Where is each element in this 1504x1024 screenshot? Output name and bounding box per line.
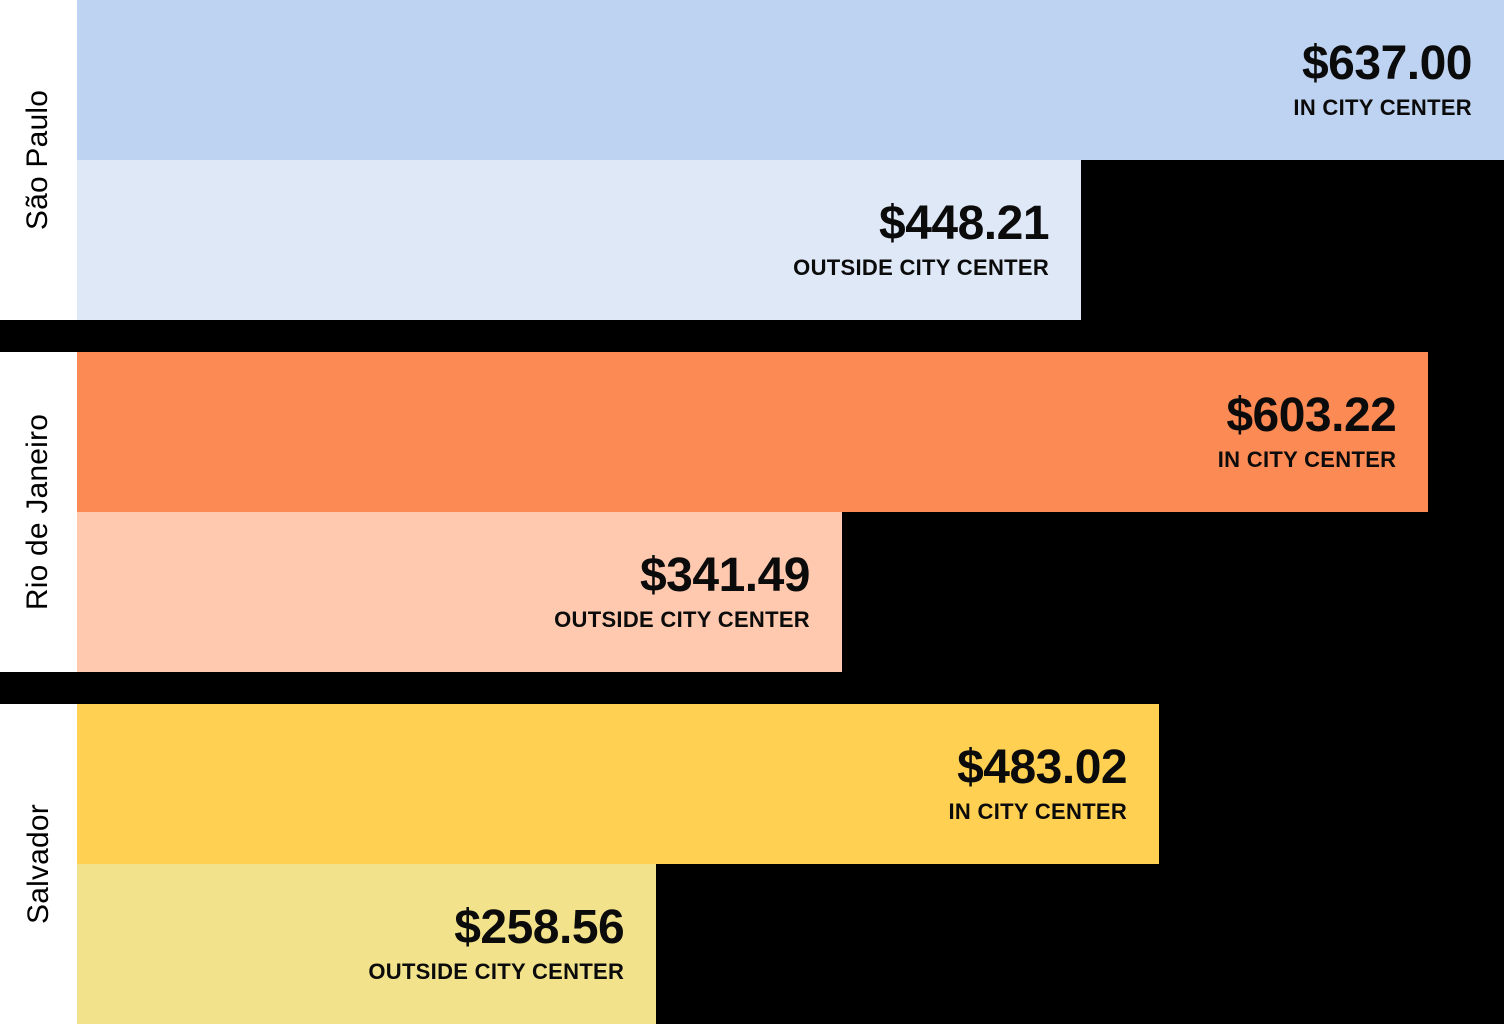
bar-value: $483.02 (957, 740, 1128, 794)
bar-label-block: $637.00 IN CITY CENTER (1293, 36, 1473, 121)
bar-value: $341.49 (639, 548, 811, 602)
bars-area: $637.00 IN CITY CENTER $448.21 OUTSIDE CITY… (77, 0, 1504, 320)
bar-value: $603.22 (1226, 388, 1397, 442)
city-label-strip: São Paulo (0, 0, 77, 320)
bar-in-city-center: $603.22 IN CITY CENTER (77, 352, 1429, 512)
bar-value: $448.21 (879, 196, 1050, 250)
bar-category-label: IN CITY CENTER (1217, 447, 1397, 473)
bar-category-label: OUTSIDE CITY CENTER (554, 607, 810, 633)
city-group-salvador: Salvador $483.02 IN CITY CENTER $258.56 OUTS… (0, 704, 1504, 1024)
city-label: Rio de Janeiro (21, 413, 55, 611)
bar-label-block: $258.56 OUTSIDE CITY CENTER (368, 900, 625, 985)
bar-label-block: $341.49 OUTSIDE CITY CENTER (554, 548, 811, 633)
city-label-strip: Salvador (0, 704, 77, 1024)
bar-category-label: OUTSIDE CITY CENTER (793, 255, 1050, 281)
bar-label-block: $603.22 IN CITY CENTER (1217, 388, 1397, 473)
bar-outside-city-center: $448.21 OUTSIDE CITY CENTER (77, 160, 1082, 320)
city-label: São Paulo (21, 89, 55, 231)
bar-in-city-center: $637.00 IN CITY CENTER (77, 0, 1504, 160)
bar-category-label: IN CITY CENTER (948, 799, 1128, 825)
group-divider (0, 320, 1504, 352)
bar-in-city-center: $483.02 IN CITY CENTER (77, 704, 1160, 864)
bars-area: $483.02 IN CITY CENTER $258.56 OUTSIDE CITY… (77, 704, 1504, 1024)
group-divider (0, 672, 1504, 704)
city-group-sao-paulo: São Paulo $637.00 IN CITY CENTER $448.21 OUT… (0, 0, 1504, 320)
bar-value: $258.56 (454, 900, 625, 954)
bar-label-block: $483.02 IN CITY CENTER (948, 740, 1128, 825)
bars-area: $603.22 IN CITY CENTER $341.49 OUTSIDE CITY… (77, 352, 1504, 672)
city-group-rio-de-janeiro: Rio de Janeiro $603.22 IN CITY CENTER $341.… (0, 352, 1504, 672)
bar-outside-city-center: $341.49 OUTSIDE CITY CENTER (77, 512, 842, 672)
bar-category-label: OUTSIDE CITY CENTER (368, 959, 625, 985)
bar-label-block: $448.21 OUTSIDE CITY CENTER (793, 196, 1050, 281)
bar-outside-city-center: $258.56 OUTSIDE CITY CENTER (77, 864, 657, 1024)
city-label: Salvador (21, 803, 55, 925)
city-label-strip: Rio de Janeiro (0, 352, 77, 672)
bar-category-label: IN CITY CENTER (1293, 95, 1472, 121)
bar-value: $637.00 (1301, 36, 1473, 90)
